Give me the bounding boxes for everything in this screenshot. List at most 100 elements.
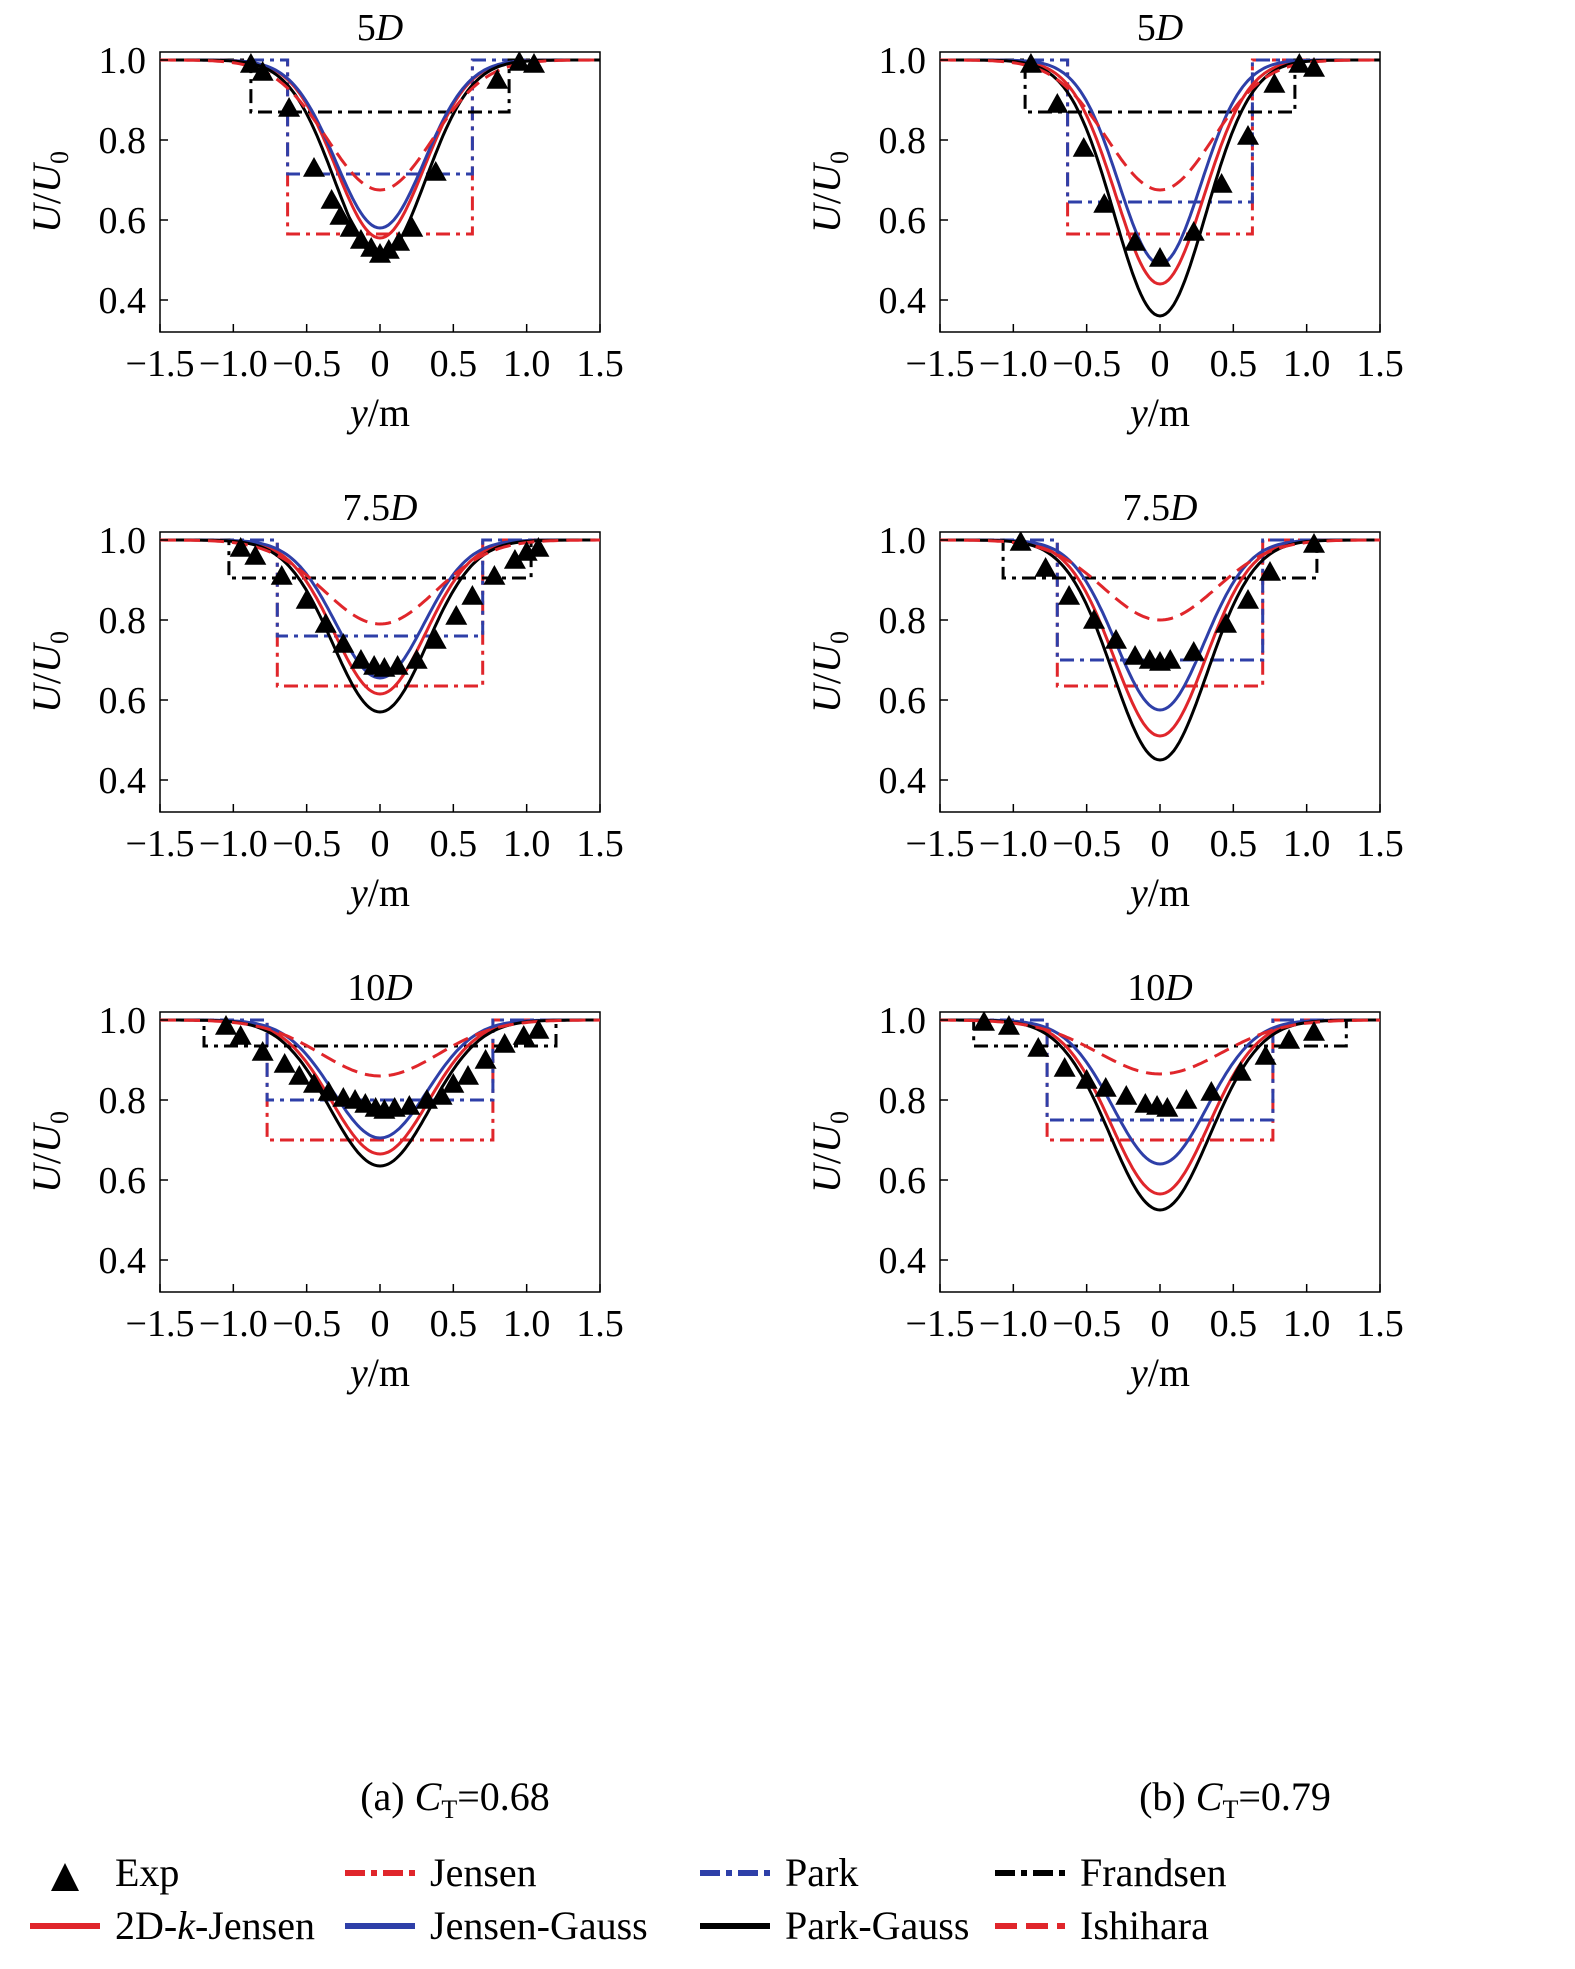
x-tick-label: 0 (1151, 343, 1170, 385)
y-tick-label: 0.8 (99, 120, 147, 162)
y-tick-label: 0.6 (99, 680, 147, 722)
x-tick-label: −0.5 (1052, 1303, 1121, 1345)
legend-label: Frandsen (1080, 1850, 1227, 1895)
x-tick-label: 1.5 (576, 823, 624, 865)
exp-point (1034, 557, 1057, 577)
series-2d-k-jensen (160, 1018, 600, 1156)
exp-point (1210, 173, 1233, 193)
x-tick-label: 0.5 (1210, 823, 1258, 865)
y-tick-label: 0.6 (879, 1160, 927, 1202)
series-park-gauss (160, 1018, 600, 1168)
y-tick-label: 1.0 (99, 520, 147, 562)
series-park (160, 538, 600, 638)
exp-point (1303, 1021, 1325, 1041)
exp-point (424, 161, 447, 181)
caption-a: (a) CT=0.68 (360, 1774, 550, 1824)
exp-point (508, 52, 531, 71)
exp-point (512, 1025, 535, 1045)
exp-point (1303, 57, 1325, 77)
exp-point (1124, 231, 1147, 251)
exp-point (278, 97, 301, 117)
y-axis-label: U/U0 (24, 1111, 74, 1193)
exp-point (349, 229, 372, 249)
exp-point (1115, 1085, 1138, 1105)
y-tick-label: 1.0 (879, 1000, 927, 1042)
exp-point (1019, 53, 1042, 73)
exp-point (1149, 247, 1171, 267)
legend-item-k2d: 2D-k-Jensen (30, 1903, 315, 1948)
x-tick-label: −1.0 (979, 823, 1048, 865)
exp-point (1182, 221, 1205, 241)
exp-point (493, 1033, 516, 1053)
series-park (160, 58, 600, 176)
exp-point (244, 545, 267, 565)
x-tick-label: −1.5 (126, 343, 195, 385)
axes-frame (159, 51, 601, 333)
legend-item-ishihara: Ishihara (995, 1903, 1209, 1948)
y-tick-label: 0.8 (99, 600, 147, 642)
axes-frame (159, 1011, 601, 1293)
exp-point (445, 605, 468, 625)
x-axis-label: y/m (1126, 1350, 1190, 1395)
y-tick-label: 0.8 (99, 1080, 147, 1122)
x-axis-label: y/m (346, 390, 410, 435)
plot-area (940, 532, 1380, 762)
series-park (940, 538, 1380, 662)
exp-point (295, 589, 318, 609)
x-tick-label: 1.0 (1283, 823, 1331, 865)
exp-point (1046, 93, 1069, 113)
y-tick-label: 0.8 (879, 600, 927, 642)
axes-frame (939, 531, 1381, 813)
x-tick-label: 1.5 (1356, 343, 1404, 385)
axes-frame (939, 1011, 1381, 1293)
y-tick-label: 1.0 (879, 520, 927, 562)
exp-point (1058, 585, 1081, 605)
legend-label: Jensen (430, 1850, 537, 1895)
x-tick-label: −0.5 (272, 1303, 341, 1345)
x-tick-label: 1.5 (1356, 1303, 1404, 1345)
x-tick-label: 0.5 (430, 343, 478, 385)
y-tick-label: 0.6 (99, 1160, 147, 1202)
x-axis-label: y/m (346, 870, 410, 915)
panel-3: 7.5D −1.5 −1.0 −0.5 0 0.5 1.0 1.5 0.4 0.6 0.8 1.0 y/… (24, 487, 624, 915)
x-tick-label: −0.5 (272, 343, 341, 385)
y-tick-label: 0.6 (879, 680, 927, 722)
panel-6: 10D −1.5 −1.0 −0.5 0 0.5 1.0 1.5 0.4 0.6 0.8 1.0 y/m… (804, 967, 1404, 1395)
exp-point (483, 565, 506, 585)
exp-point (273, 1053, 296, 1073)
exp-point (430, 1085, 453, 1105)
exp-point (386, 655, 409, 675)
exp-point (1083, 609, 1105, 629)
exp-point (1237, 125, 1259, 145)
legend-label: Jensen-Gauss (430, 1903, 648, 1948)
exp-point (1009, 532, 1032, 551)
y-tick-label: 0.4 (99, 760, 147, 802)
legend: Exp Jensen Park Frandsen 2D-k-Jensen Jensen-G… (30, 1850, 1227, 1948)
x-tick-label: −1.0 (199, 1303, 268, 1345)
series-jensen (160, 58, 600, 236)
exp-point (339, 217, 362, 237)
y-tick-label: 0.4 (879, 1240, 927, 1282)
y-axis-label: U/U0 (804, 631, 854, 713)
x-tick-label: 0 (371, 343, 390, 385)
y-tick-label: 0.8 (879, 1080, 927, 1122)
y-tick-label: 0.6 (99, 200, 147, 242)
exp-point (523, 53, 545, 73)
exp-point (314, 613, 337, 633)
x-tick-label: −1.0 (979, 1303, 1048, 1345)
x-tick-label: 1.5 (1356, 823, 1404, 865)
series-ishihara (940, 538, 1380, 622)
legend-label: Park-Gauss (785, 1903, 969, 1948)
series-park (940, 58, 1380, 204)
exp-point (503, 549, 526, 569)
exp-point (1105, 629, 1127, 649)
series-jensen-gauss (160, 58, 600, 230)
y-tick-label: 0.6 (879, 200, 927, 242)
x-tick-label: −1.5 (906, 823, 975, 865)
x-axis-label: y/m (1126, 390, 1190, 435)
series-frandsen (160, 58, 600, 114)
exp-point (398, 1095, 421, 1115)
exp-point (229, 1025, 252, 1045)
x-tick-label: −1.0 (979, 343, 1048, 385)
exp-point (1259, 561, 1281, 581)
